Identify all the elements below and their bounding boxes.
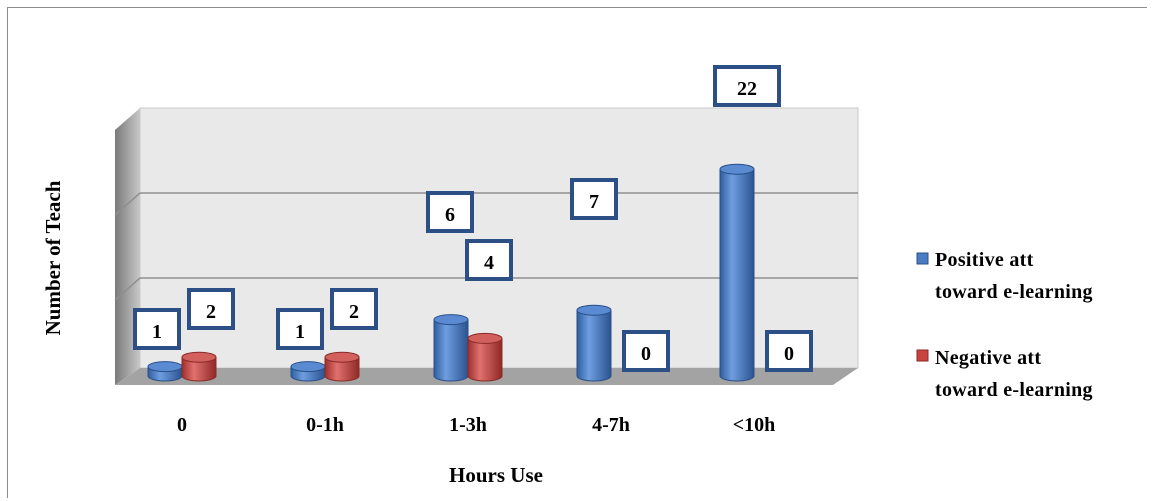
legend-label-positive-line2: toward e-learning <box>935 281 1093 303</box>
svg-text:1: 1 <box>295 321 305 343</box>
data-label-positive-0: 1 <box>133 308 181 350</box>
data-label-positive-10h: 22 <box>713 65 781 107</box>
bar-positive-10h <box>719 163 755 382</box>
legend-label-negative-line1: Negative att <box>935 347 1041 369</box>
data-label-negative-0: 2 <box>187 288 235 330</box>
data-label-negative-10h: 0 <box>765 330 813 372</box>
gridline-side <box>114 192 141 216</box>
svg-text:2: 2 <box>206 301 216 323</box>
bar-positive-4-7h <box>576 304 612 382</box>
legend-swatch-positive <box>916 252 929 265</box>
svg-text:4: 4 <box>484 252 494 274</box>
bar-positive-1-3h <box>433 314 469 382</box>
data-label-negative-1-3h: 4 <box>465 239 513 281</box>
data-label-positive-4-7h: 7 <box>570 178 618 220</box>
svg-text:2: 2 <box>349 301 359 323</box>
data-label-positive-1-3h: 6 <box>426 191 474 233</box>
bar-negative-0-1h <box>324 351 360 382</box>
gridline-side <box>114 277 141 301</box>
svg-text:1: 1 <box>152 321 162 343</box>
bar-positive-0 <box>147 361 183 382</box>
x-tick-4-7h: 4-7h <box>592 414 630 436</box>
bar-negative-0 <box>181 351 217 382</box>
legend-label-positive-line1: Positive att <box>935 249 1034 271</box>
bar-positive-0-1h <box>290 361 326 382</box>
x-axis-title: Hours Use <box>449 463 543 487</box>
x-tick-0-1h: 0-1h <box>306 414 344 436</box>
svg-text:7: 7 <box>589 191 599 213</box>
svg-text:22: 22 <box>737 78 757 100</box>
y-axis-title: Number of Teach <box>41 180 65 335</box>
data-label-negative-0-1h: 2 <box>330 288 378 330</box>
bar-negative-1-3h <box>467 332 503 382</box>
x-tick-0: 0 <box>177 414 187 436</box>
data-label-positive-0-1h: 1 <box>276 308 324 350</box>
legend: Positive att toward e-learning Negative … <box>916 249 1093 401</box>
legend-label-negative-line2: toward e-learning <box>935 379 1093 401</box>
x-tick-10h: <10h <box>733 414 776 436</box>
data-label-negative-4-7h: 0 <box>622 330 670 372</box>
x-tick-1-3h: 1-3h <box>449 414 487 436</box>
svg-text:0: 0 <box>784 343 794 365</box>
svg-text:6: 6 <box>445 204 455 226</box>
legend-swatch-negative <box>916 349 929 362</box>
svg-text:0: 0 <box>641 343 651 365</box>
